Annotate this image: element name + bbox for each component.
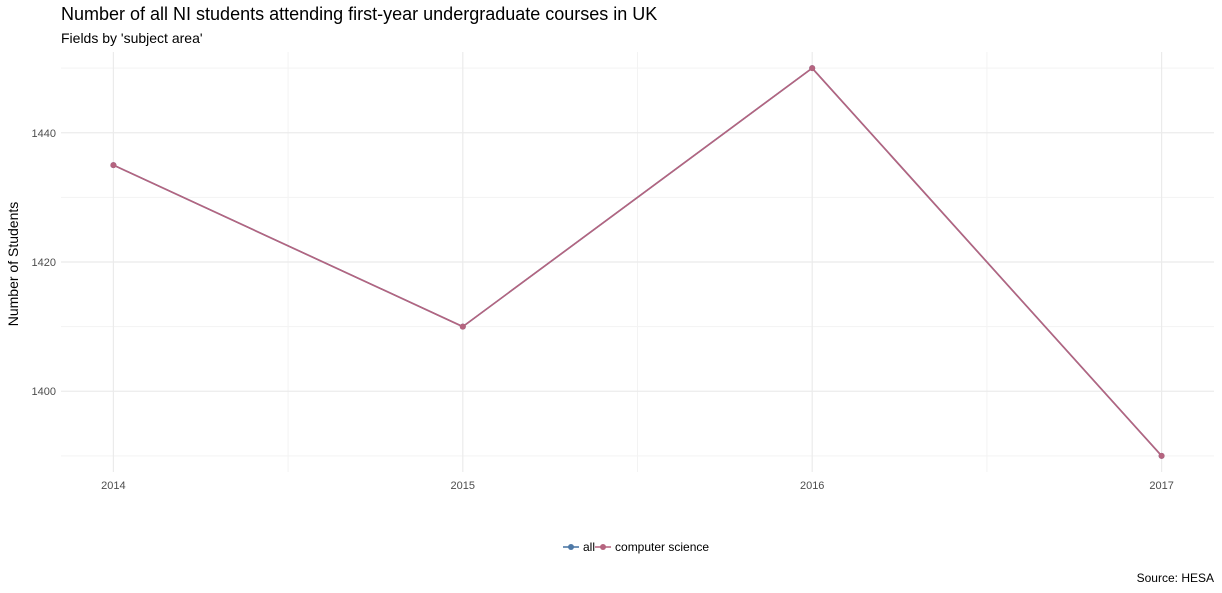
y-tick-label: 1420 [32,257,56,269]
data-point [110,162,117,169]
series-line-1 [113,67,1163,457]
source-caption: Source: HESA [1136,571,1214,585]
legend-key-point [600,544,607,550]
data-point [1158,452,1165,459]
series-lines [110,65,1165,459]
x-tick-label: 2014 [101,480,125,492]
y-tick-label: 1400 [32,386,56,398]
legend: all computer science [563,540,709,554]
data-point [459,323,466,330]
grid-lines [61,52,1214,472]
chart-title: Number of all NI students attending firs… [61,4,658,24]
data-point [809,65,816,72]
legend-key-point [568,544,574,550]
x-tick-label: 2015 [451,480,475,492]
legend-label: computer science [615,540,709,554]
tick-labels: 1400 1420 1440 2014 2015 2016 2017 [32,128,1174,492]
x-tick-label: 2016 [800,480,824,492]
legend-label: all [583,540,595,554]
x-tick-label: 2017 [1149,480,1173,492]
chart-subtitle: Fields by 'subject area' [61,30,203,46]
y-axis-title: Number of Students [5,202,21,327]
y-tick-label: 1440 [32,128,56,140]
